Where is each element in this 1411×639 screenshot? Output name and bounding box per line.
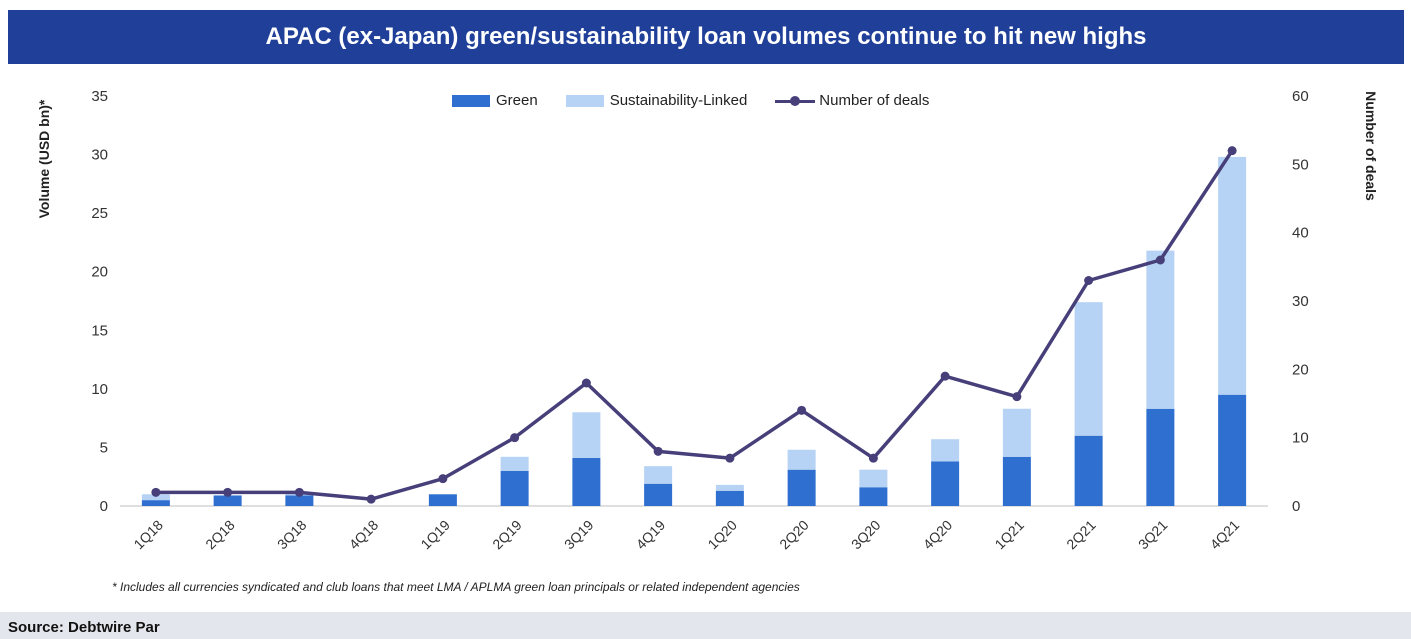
deals-point-3Q21 (1155, 255, 1165, 265)
legend-swatch-sustainability-linked (565, 94, 604, 107)
bar-sustainability-linked-2Q21 (1074, 302, 1103, 436)
chart-legend: Green Sustainability-Linked Number of de… (452, 92, 957, 109)
bar-green-2Q19 (500, 470, 529, 506)
bar-green-3Q19 (572, 457, 601, 506)
chart-title-bar: APAC (ex-Japan) green/sustainability loa… (8, 10, 1404, 64)
legend-item-number-of-deals: Number of deals (775, 92, 929, 109)
deals-point-2Q18 (223, 487, 233, 497)
bar-green-4Q20 (931, 461, 960, 506)
bar-green-1Q20 (715, 490, 744, 506)
chart-area: 0 5 10 15 20 25 30 35 0 10 20 30 40 50 60 Volume (USD b… (8, 64, 1404, 612)
bar-sustainability-linked-4Q19 (644, 466, 673, 484)
legend-label-number-of-deals: Number of deals (819, 92, 930, 109)
deals-point-1Q20 (725, 453, 735, 463)
y-tick-label: 35 (91, 88, 108, 105)
x-tick-label-4Q18: 4Q18 (346, 517, 382, 553)
y2-tick-label: 0 (1292, 498, 1300, 515)
deals-point-2Q21 (1084, 276, 1094, 285)
deals-point-4Q19 (653, 446, 663, 456)
y-tick-label: 25 (91, 205, 108, 222)
x-tick-label-1Q18: 1Q18 (130, 517, 166, 553)
deals-point-1Q18 (151, 487, 161, 497)
y2-tick-label: 20 (1292, 361, 1309, 378)
deals-point-3Q18 (294, 487, 304, 497)
y-tick-label: 20 (91, 264, 108, 281)
x-tick-label-2Q20: 2Q20 (776, 517, 812, 553)
bar-sustainability-linked-2Q20 (787, 449, 816, 470)
x-tick-label-3Q19: 3Q19 (561, 517, 597, 553)
legend-swatch-green (452, 94, 490, 107)
y-tick-label: 5 (100, 439, 108, 456)
legend-label-sustainability-linked: Sustainability-Linked (609, 92, 748, 109)
deals-point-4Q18 (366, 494, 376, 504)
bar-sustainability-linked-2Q19 (500, 456, 529, 471)
x-tick-label-2Q18: 2Q18 (202, 517, 238, 553)
y2-tick-label: 60 (1292, 88, 1309, 105)
y2-tick-label: 10 (1292, 430, 1309, 447)
bar-sustainability-linked-4Q21 (1218, 156, 1247, 395)
source-label: Source: Debtwire Par (8, 619, 160, 636)
deals-point-3Q20 (868, 453, 878, 463)
x-tick-label-1Q19: 1Q19 (417, 517, 453, 553)
bar-sustainability-linked-3Q21 (1146, 250, 1175, 409)
x-tick-label-3Q20: 3Q20 (848, 517, 884, 553)
bar-sustainability-linked-3Q20 (859, 469, 888, 488)
legend-item-green: Green (452, 92, 538, 109)
bar-green-1Q19 (428, 494, 457, 506)
deals-point-4Q21 (1227, 146, 1237, 156)
y-tick-label: 30 (91, 147, 108, 164)
x-tick-label-3Q21: 3Q21 (1135, 517, 1171, 553)
bar-green-4Q19 (644, 483, 673, 506)
bar-green-3Q18 (285, 495, 314, 506)
y-tick-label: 10 (91, 381, 108, 398)
x-tick-label-1Q20: 1Q20 (704, 517, 740, 553)
deals-point-4Q20 (940, 371, 950, 381)
bar-green-4Q21 (1218, 394, 1247, 506)
x-tick-label-4Q19: 4Q19 (633, 517, 669, 553)
deals-point-3Q19 (581, 378, 591, 388)
bar-green-2Q21 (1074, 435, 1103, 506)
legend-item-sustainability-linked: Sustainability-Linked (565, 92, 748, 109)
x-tick-label-1Q21: 1Q21 (991, 517, 1027, 553)
legend-swatch-number-of-deals (775, 95, 816, 107)
x-tick-label-3Q18: 3Q18 (274, 517, 310, 553)
bar-sustainability-linked-1Q18 (141, 494, 170, 501)
footnote: * Includes all currencies syndicated and… (112, 580, 800, 594)
bar-green-1Q21 (1002, 456, 1031, 506)
x-tick-label-4Q21: 4Q21 (1207, 517, 1243, 553)
bar-sustainability-linked-1Q21 (1002, 408, 1031, 457)
bar-green-2Q20 (787, 469, 816, 506)
bar-green-3Q21 (1146, 408, 1175, 506)
bar-sustainability-linked-1Q20 (715, 484, 744, 491)
chart-svg: 0 5 10 15 20 25 30 35 0 10 20 30 40 50 60 Volume (USD b… (36, 88, 1379, 553)
chart-title: APAC (ex-Japan) green/sustainability loa… (265, 23, 1147, 50)
y2-tick-label: 40 (1292, 225, 1309, 242)
legend-label-green: Green (496, 92, 538, 109)
source-bar (0, 612, 1411, 639)
x-tick-label-2Q19: 2Q19 (489, 517, 525, 553)
y2-tick-label: 30 (1292, 293, 1309, 310)
bar-green-3Q20 (859, 487, 888, 506)
deals-point-1Q21 (1012, 392, 1022, 402)
deals-point-1Q19 (438, 474, 448, 484)
deals-point-2Q20 (797, 405, 807, 415)
y-axis-title: Volume (USD bn)* (36, 99, 52, 218)
bar-sustainability-linked-4Q20 (931, 439, 960, 462)
y2-tick-label: 50 (1292, 156, 1309, 173)
deals-line (155, 149, 1234, 501)
x-tick-label-2Q21: 2Q21 (1063, 517, 1099, 553)
y-tick-label: 15 (91, 322, 108, 339)
bar-sustainability-linked-3Q19 (572, 412, 601, 458)
y-tick-label: 0 (100, 498, 108, 515)
x-tick-label-4Q20: 4Q20 (920, 517, 956, 553)
deals-point-2Q19 (510, 433, 520, 443)
bar-green-2Q18 (213, 495, 242, 506)
bar-green-1Q18 (141, 500, 170, 506)
y2-axis-title: Number of deals (1363, 91, 1379, 201)
